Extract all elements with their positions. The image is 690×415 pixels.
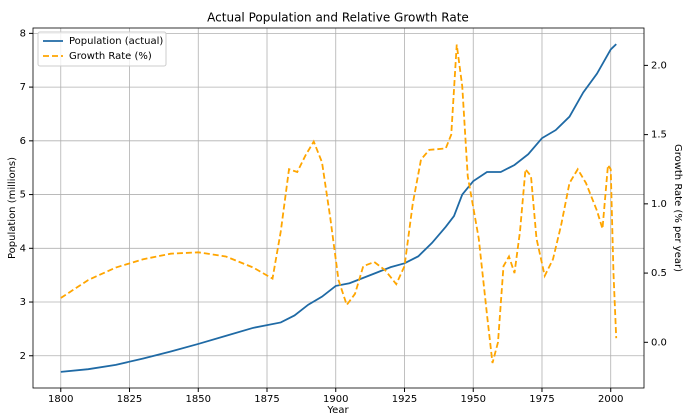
x-tick-label: 1825: [117, 394, 142, 405]
x-tick-label: 1800: [48, 394, 73, 405]
y2-axis-label: Growth Rate (% per year): [672, 144, 683, 272]
y2-tick-label: 0.5: [651, 268, 667, 279]
y-tick-label: 6: [20, 136, 26, 147]
x-tick-label: 1950: [461, 394, 486, 405]
legend-label: Growth Rate (%): [69, 51, 152, 62]
legend-label: Population (actual): [69, 36, 163, 47]
y-tick-label: 4: [20, 243, 26, 254]
y-tick-label: 2: [20, 351, 26, 362]
x-tick-label: 2000: [598, 394, 623, 405]
y-tick-label: 3: [20, 297, 26, 308]
plot-frame: [32, 27, 645, 389]
y2-tick-label: 1.0: [651, 199, 667, 210]
x-tick-label: 1900: [323, 394, 348, 405]
legend: Population (actual) Growth Rate (%): [37, 31, 167, 67]
x-axis-label: Year: [326, 405, 349, 415]
y-tick-label: 5: [20, 190, 26, 201]
y-tick-label: 7: [20, 82, 26, 93]
x-tick-label: 1925: [392, 394, 417, 405]
y2-tick-label: 2.0: [651, 60, 667, 71]
y-axis-label: Population (millions): [7, 157, 18, 259]
y2-tick-label: 1.5: [651, 130, 667, 141]
chart-title: Actual Population and Relative Growth Ra…: [207, 11, 469, 25]
x-tick-label: 1850: [186, 394, 211, 405]
series-line: [60, 44, 618, 364]
y-tick-label: 8: [20, 28, 26, 39]
y2-tick-label: 0.0: [651, 337, 667, 348]
x-tick-label: 1875: [254, 394, 279, 405]
legend-box: [37, 31, 167, 67]
x-tick-label: 1975: [529, 394, 554, 405]
